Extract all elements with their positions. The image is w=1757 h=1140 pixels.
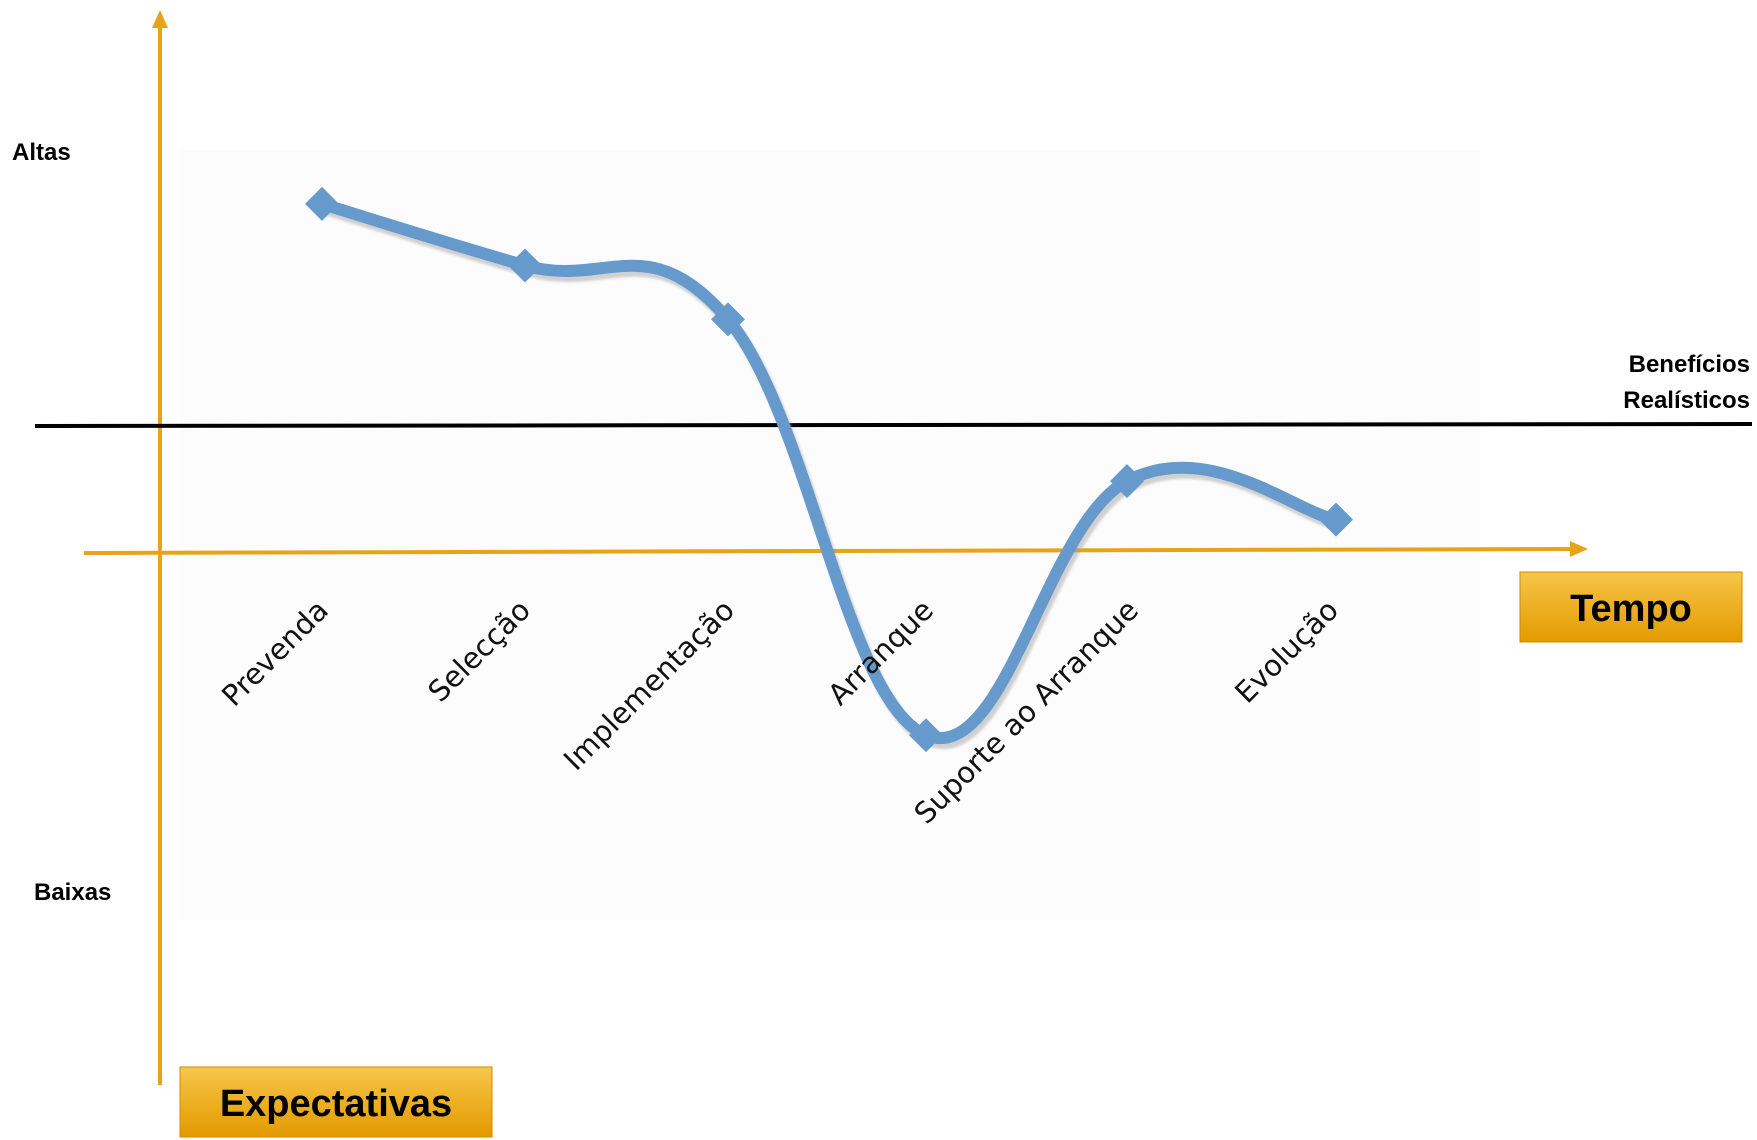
data-point-marker	[1110, 464, 1144, 499]
series-layer	[305, 186, 1353, 753]
x-axis-title: Tempo	[1570, 588, 1692, 630]
reference-label-line2: Realísticos	[1623, 387, 1750, 414]
reference-label-line1: Benefícios	[1629, 351, 1750, 378]
data-point-marker	[909, 718, 943, 753]
reference-line	[34, 422, 1753, 428]
y-axis-title-box: Expectativas	[179, 1066, 493, 1138]
y-axis-arrowhead	[152, 10, 168, 28]
x-axis-arrowhead	[1570, 541, 1588, 557]
y-high-label: Altas	[12, 139, 71, 166]
data-point-marker	[305, 186, 339, 221]
y-axis-title: Expectativas	[220, 1083, 452, 1125]
x-axis-title-box: Tempo	[1519, 571, 1743, 643]
plot-area	[180, 150, 1480, 920]
data-point-marker	[711, 302, 745, 337]
y-low-label: Baixas	[34, 879, 111, 906]
